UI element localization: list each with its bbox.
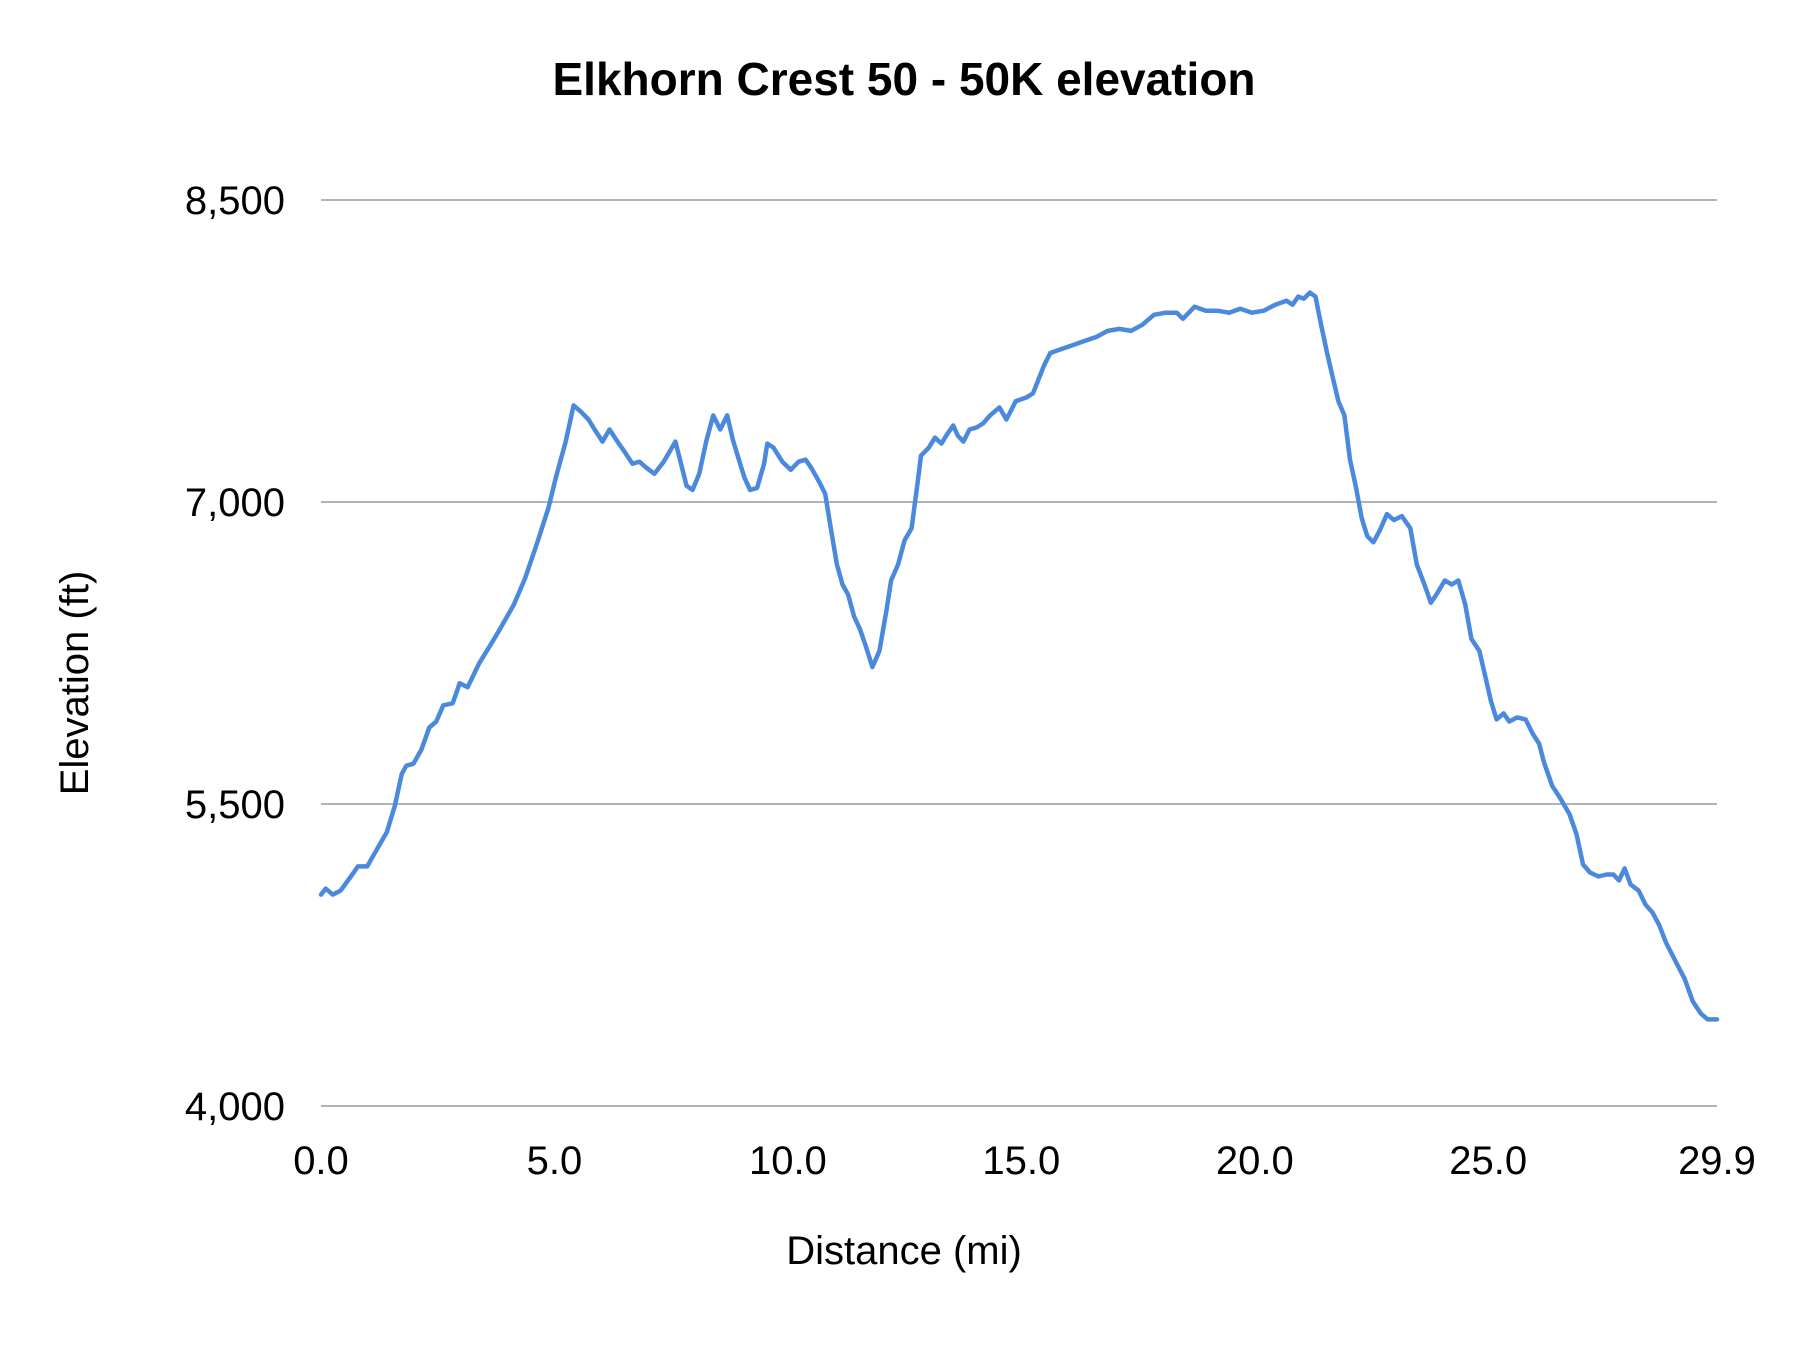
- y-tick-label: 8,500: [185, 179, 285, 223]
- x-tick-label: 10.0: [749, 1139, 827, 1183]
- x-tick-label: 5.0: [527, 1139, 583, 1183]
- x-axis-ticks: 0.0 5.0 10.0 15.0 20.0 25.0 29.9: [293, 1139, 1756, 1183]
- elevation-line: [318, 290, 1720, 1022]
- y-tick-label: 4,000: [185, 1085, 285, 1129]
- x-tick-label: 25.0: [1449, 1139, 1527, 1183]
- y-axis-title: Elevation (ft): [53, 571, 97, 796]
- x-axis-title: Distance (mi): [786, 1229, 1022, 1273]
- y-axis-ticks: 4,000 5,500 7,000 8,500: [185, 179, 285, 1129]
- x-tick-label: 15.0: [982, 1139, 1060, 1183]
- x-tick-label: 0.0: [293, 1139, 349, 1183]
- y-tick-label: 7,000: [185, 481, 285, 525]
- chart-title: Elkhorn Crest 50 - 50K elevation: [552, 53, 1255, 105]
- x-tick-label: 29.9: [1678, 1139, 1756, 1183]
- x-tick-label: 20.0: [1216, 1139, 1294, 1183]
- gridlines: [321, 199, 1717, 1107]
- y-tick-label: 5,500: [185, 783, 285, 827]
